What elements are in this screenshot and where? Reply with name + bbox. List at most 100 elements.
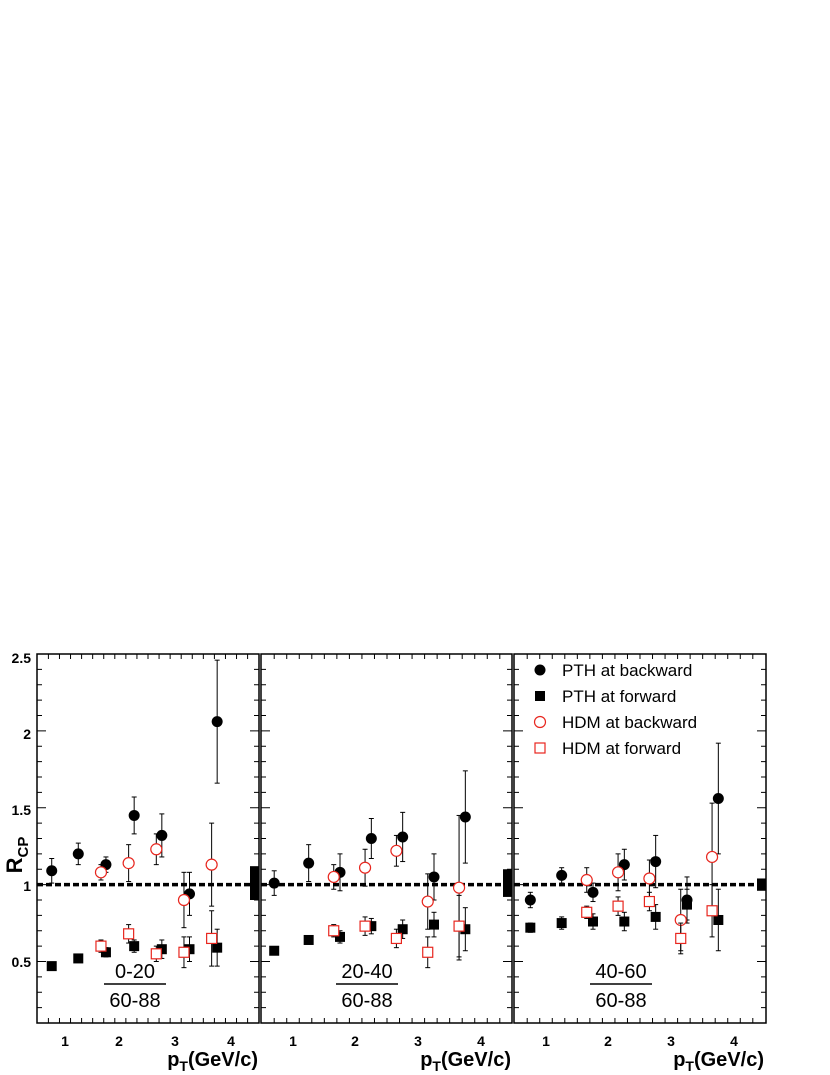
- data-point-open-square: [150, 948, 162, 960]
- legend-marker-filled-square: [535, 691, 545, 701]
- data-point-filled-square: [212, 942, 223, 953]
- data-point-filled-circle: [650, 856, 662, 868]
- data-point-filled-circle: [524, 894, 536, 906]
- series-hdm-at-backward: [327, 814, 466, 961]
- x-tick-label: 1: [61, 1033, 69, 1049]
- series-pth-at-backward: [524, 742, 724, 924]
- data-point-open-circle: [327, 870, 340, 884]
- y-axis-label: RCP: [2, 837, 32, 874]
- legend-marker-open-square: [534, 742, 546, 754]
- x-axis-label-panel-0: pT(GeV/c): [167, 1049, 258, 1074]
- series-hdm-at-forward: [95, 910, 218, 969]
- data-point-open-circle: [150, 843, 163, 856]
- data-point-open-circle: [421, 895, 434, 908]
- legend-entry-pth-backward: PTH at backward: [534, 661, 692, 680]
- data-point-filled-square: [46, 961, 57, 972]
- centrality-numerator: 20-40: [341, 961, 392, 983]
- x-tick-label: 2: [351, 1033, 359, 1049]
- data-point-filled-square: [100, 947, 111, 958]
- data-point-filled-square: [682, 899, 692, 910]
- data-point-filled-square: [366, 921, 377, 932]
- data-point-filled-circle: [365, 833, 377, 844]
- data-point-filled-square: [460, 924, 471, 935]
- normalization-uncertainty-box: [503, 869, 512, 897]
- data-point-filled-circle: [72, 848, 84, 860]
- data-point-open-square: [581, 906, 593, 918]
- centrality-label-1: 20-40 60-88: [336, 961, 398, 1012]
- centrality-denominator: 60-88: [109, 990, 160, 1012]
- data-point-open-square: [95, 940, 107, 952]
- x-tick-label: 4: [477, 1033, 485, 1049]
- data-point-open-circle: [580, 873, 593, 887]
- data-point-filled-circle: [46, 865, 58, 877]
- data-point-open-circle: [705, 850, 719, 864]
- data-point-open-circle: [452, 881, 466, 894]
- data-point-filled-circle: [712, 793, 724, 805]
- x-tick-labels-panel-1: 1 2 3 4: [289, 1033, 485, 1049]
- data-point-open-square: [359, 920, 371, 932]
- centrality-label-0: 0-20 60-88: [104, 961, 166, 1012]
- data-point-filled-square: [303, 934, 314, 945]
- series-hdm-at-forward: [328, 894, 465, 969]
- series-hdm-at-forward: [581, 884, 718, 955]
- x-tick-label: 2: [604, 1033, 612, 1049]
- data-point-filled-circle: [128, 809, 140, 821]
- y-tick-label: 1: [23, 878, 31, 894]
- data-point-open-circle: [122, 856, 135, 870]
- data-point-filled-square: [525, 922, 536, 933]
- data-point-open-square: [453, 920, 465, 932]
- data-point-open-circle: [390, 844, 403, 857]
- y-tick-label: 0.5: [12, 954, 32, 970]
- legend-marker-filled-circle: [534, 664, 546, 676]
- legend-label: HDM at backward: [562, 713, 697, 732]
- x-axis-label-panel-1: pT(GeV/c): [420, 1049, 511, 1074]
- data-point-filled-circle: [268, 877, 280, 889]
- data-point-open-square: [206, 932, 218, 945]
- data-point-filled-square: [429, 919, 439, 930]
- data-point-open-square: [123, 928, 135, 940]
- data-point-filled-circle: [397, 831, 409, 843]
- x-tick-label: 3: [667, 1033, 675, 1049]
- x-axis-label-panel-2: pT(GeV/c): [673, 1049, 764, 1074]
- data-point-open-square: [612, 900, 624, 912]
- data-point-open-square: [422, 946, 434, 958]
- panel-20-40: [260, 653, 513, 1024]
- centrality-denominator: 60-88: [595, 990, 646, 1012]
- centrality-denominator: 60-88: [341, 990, 392, 1012]
- normalization-uncertainty-box: [757, 878, 766, 891]
- data-point-filled-circle: [303, 857, 315, 869]
- x-tick-label: 1: [542, 1033, 550, 1049]
- data-point-open-square: [643, 895, 656, 908]
- data-point-open-circle: [358, 861, 372, 874]
- x-tick-label: 1: [289, 1033, 297, 1049]
- legend-entry-hdm-forward: HDM at forward: [534, 739, 681, 758]
- legend: PTH at backward PTH at forward HDM at ba…: [533, 661, 697, 758]
- series-pth-at-forward: [525, 888, 724, 952]
- data-point-filled-square: [619, 916, 630, 927]
- data-point-open-square: [390, 932, 402, 945]
- data-point-filled-circle: [428, 871, 440, 883]
- x-tick-labels-panel-0: 1 2 3 4: [61, 1033, 235, 1049]
- data-point-open-circle: [94, 866, 108, 879]
- data-point-filled-square: [269, 945, 280, 956]
- data-point-filled-circle: [587, 886, 599, 898]
- y-tick-label: 2: [23, 726, 31, 742]
- data-point-filled-square: [335, 931, 345, 942]
- data-point-filled-circle: [156, 829, 168, 841]
- data-point-filled-circle: [211, 716, 223, 728]
- data-point-filled-square: [650, 911, 661, 922]
- x-tick-label: 2: [115, 1033, 123, 1049]
- data-point-open-circle: [643, 872, 656, 885]
- data-point-filled-circle: [459, 811, 471, 823]
- data-point-open-square: [328, 925, 340, 937]
- centrality-label-2: 40-60 60-88: [590, 961, 652, 1012]
- data-point-open-square: [675, 932, 687, 945]
- series-hdm-at-backward: [580, 802, 719, 952]
- centrality-numerator: 0-20: [115, 961, 155, 983]
- legend-label: PTH at backward: [562, 661, 692, 680]
- legend-entry-pth-forward: PTH at forward: [535, 687, 676, 706]
- series-hdm-at-backward: [94, 822, 218, 929]
- legend-entry-hdm-backward: HDM at backward: [533, 713, 697, 732]
- legend-label: PTH at forward: [562, 687, 676, 706]
